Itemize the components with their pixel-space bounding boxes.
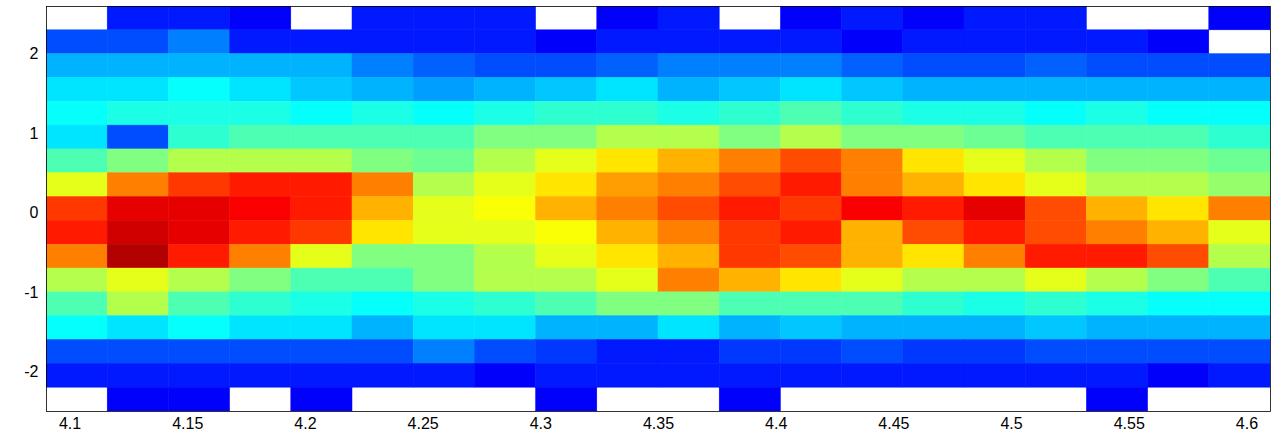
svg-text:4.2: 4.2 [294, 415, 316, 432]
svg-text:4.5: 4.5 [1000, 415, 1022, 432]
svg-text:1: 1 [30, 125, 39, 142]
svg-text:4.35: 4.35 [643, 415, 674, 432]
svg-text:4.15: 4.15 [172, 415, 203, 432]
svg-text:4.55: 4.55 [1114, 415, 1145, 432]
svg-text:-1: -1 [24, 284, 38, 301]
svg-text:0: 0 [30, 204, 39, 221]
svg-text:4.3: 4.3 [530, 415, 552, 432]
svg-text:4.25: 4.25 [408, 415, 439, 432]
svg-text:-2: -2 [24, 363, 38, 380]
svg-text:4.45: 4.45 [878, 415, 909, 432]
svg-text:2: 2 [30, 45, 39, 62]
svg-text:4.6: 4.6 [1236, 415, 1258, 432]
svg-text:4.1: 4.1 [59, 415, 81, 432]
svg-text:4.4: 4.4 [765, 415, 787, 432]
